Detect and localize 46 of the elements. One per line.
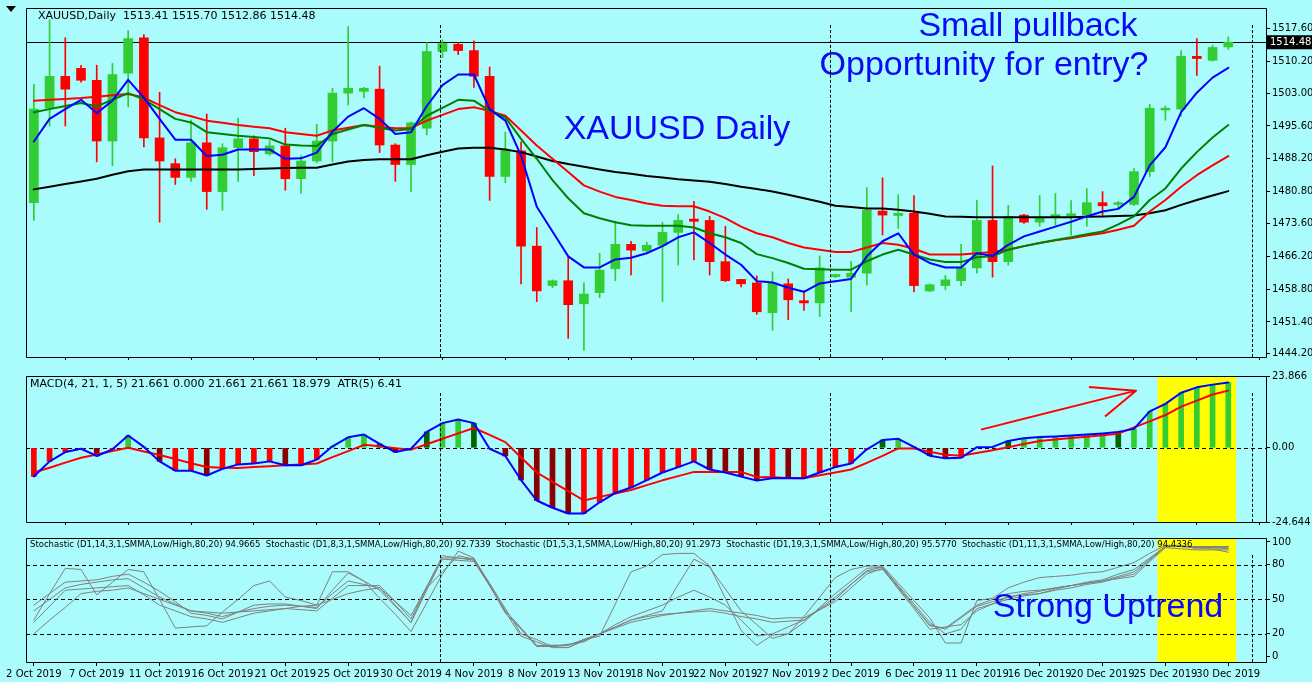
x-tick-label: 2 Dec 2019 [822,667,880,679]
chart-title: XAUUSD,Daily 1513.41 1515.70 1512.86 1514.48 [38,9,316,23]
x-tick-label: 20 Dec 2019 [1070,667,1135,679]
x-tick-label: 25 Oct 2019 [317,667,380,679]
y-tick-label: 1458.80 [1272,282,1312,294]
annotation: Opportunity for entry? [819,44,1149,83]
x-tick-label: 25 Dec 2019 [1133,667,1198,679]
x-tick-label: 16 Dec 2019 [1007,667,1072,679]
x-tick-label: 11 Dec 2019 [944,667,1009,679]
y-tick-label: 100 [1272,535,1292,547]
x-tick-label: 11 Oct 2019 [128,667,191,679]
x-tick-label: 16 Oct 2019 [191,667,254,679]
y-tick-label: 23.866 [1272,369,1307,381]
y-tick-label: 50 [1272,592,1285,604]
x-tick-label: 13 Nov 2019 [567,667,632,679]
x-tick-label: 4 Nov 2019 [445,667,503,679]
x-tick-label: 22 Nov 2019 [693,667,758,679]
y-tick-label: 1517.60 [1272,21,1312,33]
y-tick-label: 80 [1272,558,1285,570]
y-tick-label: 1488.20 [1272,152,1312,164]
y-tick-label: 1480.80 [1272,185,1312,197]
y-tick-label: 1495.60 [1272,119,1312,131]
x-tick-label: 30 Oct 2019 [380,667,442,679]
y-tick-label: 1473.60 [1272,217,1312,229]
y-tick-label: 0 [1272,650,1279,662]
y-tick-label: 1444.20 [1272,347,1312,359]
x-tick-label: 27 Nov 2019 [756,667,821,679]
y-tick-label: 0.00 [1272,441,1295,453]
annotation: XAUUSD Daily [563,108,791,147]
x-tick-label: 7 Oct 2019 [68,667,125,679]
chart-title: MACD(4, 21, 1, 5) 21.661 0.000 21.661 21.661 18.979 ATR(5) 6.41 [30,377,403,391]
y-tick-label: 1466.20 [1272,249,1312,261]
x-tick-label: 6 Dec 2019 [885,667,943,679]
x-tick-label: 30 Dec 2019 [1196,667,1261,679]
x-tick-label: 2 Oct 2019 [6,667,62,679]
y-tick-label: 1503.00 [1272,86,1312,98]
y-tick-label: -24.644 [1272,515,1311,527]
y-tick-label: 1510.20 [1272,54,1312,66]
ref-line-label: 1514.48 [1270,35,1312,47]
y-tick-label: 20 [1272,627,1285,639]
x-tick-label: 8 Nov 2019 [507,667,566,679]
x-tick-label: 18 Nov 2019 [630,667,695,679]
y-tick-label: 1451.40 [1272,315,1312,327]
x-tick-label: 21 Oct 2019 [254,667,317,679]
annotation: Small pullback [918,5,1139,44]
chart-title: Stochastic (D1,14,3,1,SMMA,Low/High,80,20) 94.9665 Stochastic (D1,8,3,1,SMMA,Low/High,80,20) 92.7339 Stochastic (D1,5,3,1,SMMA,Low/High,80,20) 91.2973 Stochastic (D1,19,3,1,SMMA,Low/High,80,20) 95.5770 Stochastic (D1,11,3,1,SMMA,Low/High,80,20) 94.4336 [30,539,1193,550]
